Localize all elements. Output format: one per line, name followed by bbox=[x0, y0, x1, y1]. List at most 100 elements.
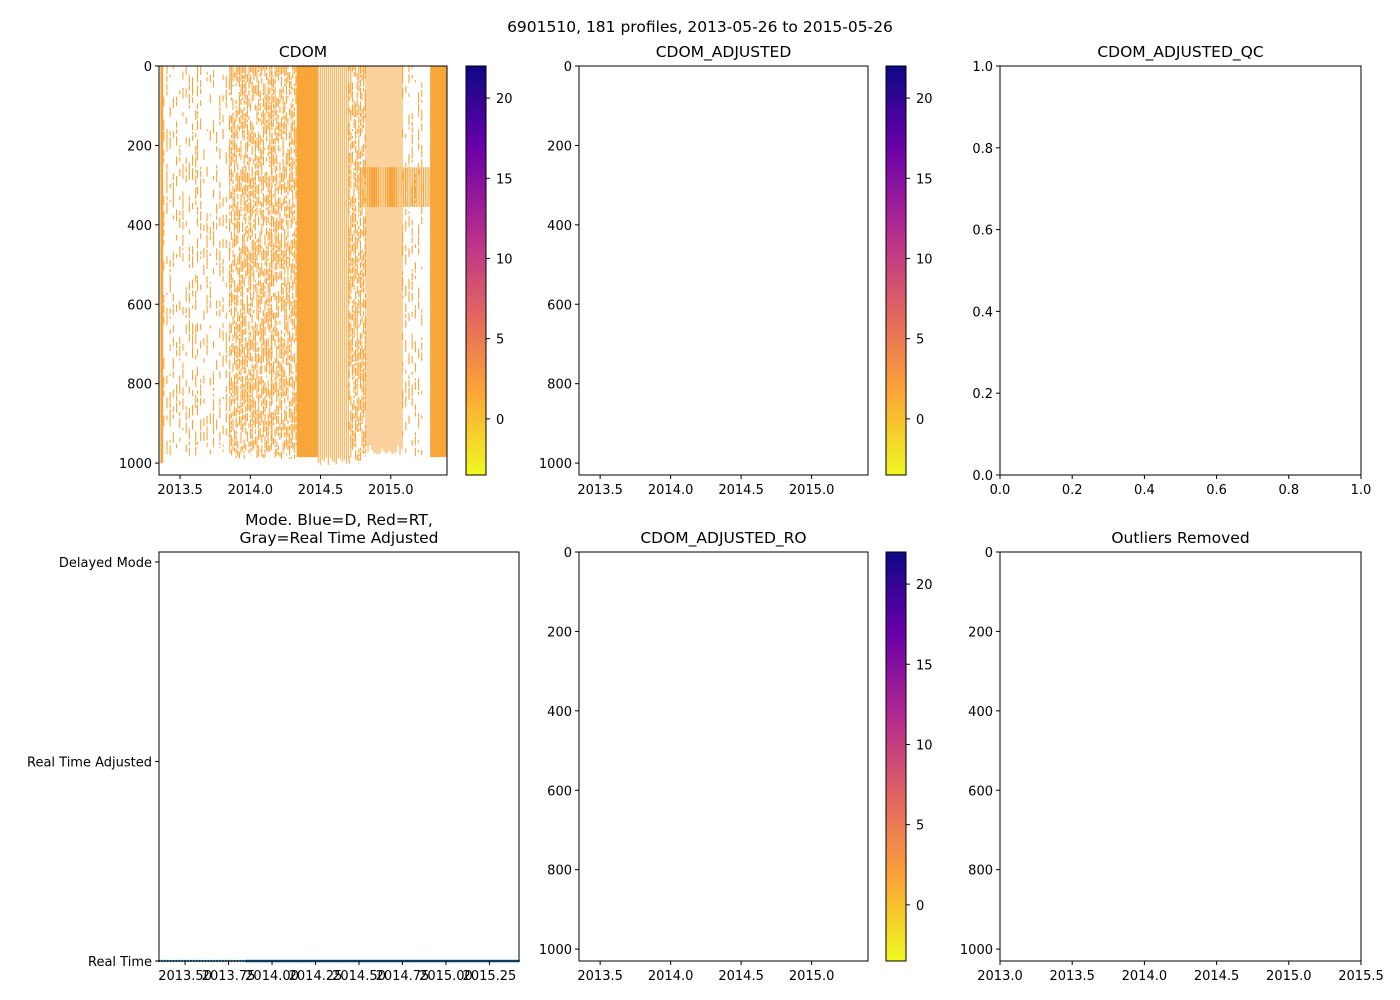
profile-segment bbox=[206, 426, 208, 432]
profile-segment bbox=[256, 454, 258, 459]
profile-segment bbox=[266, 93, 268, 102]
profile-segment bbox=[169, 329, 171, 335]
band-line bbox=[381, 167, 383, 207]
profile-segment bbox=[246, 109, 248, 118]
profile-block bbox=[229, 66, 272, 459]
profile-segment bbox=[235, 173, 237, 182]
profile-segment bbox=[284, 115, 286, 120]
profile-segment bbox=[206, 295, 208, 305]
profile-segment bbox=[185, 157, 187, 165]
profile-segment bbox=[293, 83, 295, 87]
profile-segment bbox=[356, 349, 358, 352]
profile-segment bbox=[219, 300, 221, 307]
profile-segment bbox=[414, 244, 416, 248]
profile-segment bbox=[348, 390, 350, 395]
profile-segment bbox=[421, 144, 423, 150]
profile-segment bbox=[185, 315, 187, 318]
profile-segment bbox=[405, 162, 407, 167]
profile-segment bbox=[418, 391, 420, 396]
profile-segment bbox=[196, 66, 199, 72]
profile-segment bbox=[228, 118, 231, 131]
profile-segment bbox=[269, 122, 271, 126]
profile-segment bbox=[261, 400, 263, 407]
profile-segment bbox=[271, 433, 273, 445]
profile-segment bbox=[230, 399, 232, 406]
profile-segment bbox=[242, 75, 244, 80]
profile-segment bbox=[267, 337, 269, 347]
profile-segment bbox=[240, 115, 242, 119]
profile-segment bbox=[356, 128, 358, 134]
profile-segment bbox=[358, 306, 360, 309]
profile-segment bbox=[284, 105, 286, 113]
profile-segment bbox=[250, 339, 252, 351]
profile-segment bbox=[222, 396, 224, 400]
profile-segment bbox=[358, 135, 360, 139]
profile-segment bbox=[235, 381, 237, 384]
profile-segment bbox=[216, 146, 218, 152]
profile-segment bbox=[258, 379, 260, 387]
profile-segment bbox=[280, 426, 283, 438]
profile-segment bbox=[206, 276, 208, 284]
profile-segment bbox=[179, 300, 181, 311]
profile-segment bbox=[280, 363, 283, 374]
profile-segment bbox=[282, 106, 284, 115]
profile-segment bbox=[219, 106, 221, 112]
profile-segment bbox=[206, 254, 208, 266]
profile-segment bbox=[279, 174, 281, 179]
profile-segment bbox=[285, 236, 287, 241]
profile-segment bbox=[200, 187, 202, 199]
profile-segment bbox=[237, 182, 239, 191]
profile-segment bbox=[229, 171, 231, 176]
profile-segment bbox=[258, 280, 260, 286]
profile-segment bbox=[192, 279, 194, 289]
profile-segment bbox=[234, 406, 236, 417]
profile-segment bbox=[350, 179, 352, 189]
profile-segment bbox=[222, 95, 224, 102]
profile-segment bbox=[262, 271, 264, 277]
profile-segment bbox=[248, 346, 250, 355]
profile-segment bbox=[229, 346, 231, 357]
profile-segment bbox=[292, 176, 294, 183]
profile-segment bbox=[277, 445, 279, 451]
profile-segment bbox=[203, 310, 205, 320]
profile-segment bbox=[292, 441, 294, 449]
profile-segment bbox=[359, 333, 361, 341]
profile-segment bbox=[282, 158, 284, 165]
profile-segment bbox=[261, 246, 263, 249]
profile-segment bbox=[166, 182, 168, 194]
profile-segment bbox=[250, 282, 252, 290]
profile-segment bbox=[358, 139, 360, 147]
profile-segment bbox=[350, 110, 352, 122]
profile-segment bbox=[290, 444, 292, 449]
cdom-ytick-label: 600 bbox=[127, 298, 152, 313]
charts-layer: 2013.5 2014.0 2014.5 2015.00200400600800100… bbox=[27, 43, 1384, 984]
profile-segment bbox=[292, 87, 294, 91]
profile-segment bbox=[188, 320, 190, 332]
profile-segment bbox=[270, 187, 272, 196]
profile-segment bbox=[188, 104, 190, 109]
outliers_removed-ytick-label: 600 bbox=[968, 784, 993, 799]
profile-segment bbox=[285, 95, 287, 104]
profile-segment bbox=[269, 138, 271, 147]
profile-segment bbox=[295, 97, 297, 105]
profile-segment bbox=[350, 449, 352, 458]
profile-segment bbox=[182, 306, 184, 315]
profile-segment bbox=[234, 238, 236, 248]
profile-segment bbox=[276, 271, 278, 283]
band-line bbox=[412, 167, 414, 207]
profile-segment bbox=[405, 254, 407, 265]
profile-segment bbox=[254, 85, 256, 94]
profile-segment bbox=[256, 262, 258, 269]
profile-segment bbox=[402, 78, 404, 84]
profile-segment bbox=[235, 105, 237, 109]
profile-line bbox=[395, 66, 397, 453]
profile-segment bbox=[285, 350, 287, 355]
profile-segment bbox=[192, 335, 194, 346]
profile-segment bbox=[212, 80, 215, 88]
profile-segment bbox=[253, 97, 255, 100]
profile-segment bbox=[209, 325, 211, 329]
profile-segment bbox=[219, 328, 221, 339]
profile-segment bbox=[245, 212, 247, 217]
profile-segment bbox=[230, 205, 232, 208]
profile-segment bbox=[256, 381, 258, 389]
